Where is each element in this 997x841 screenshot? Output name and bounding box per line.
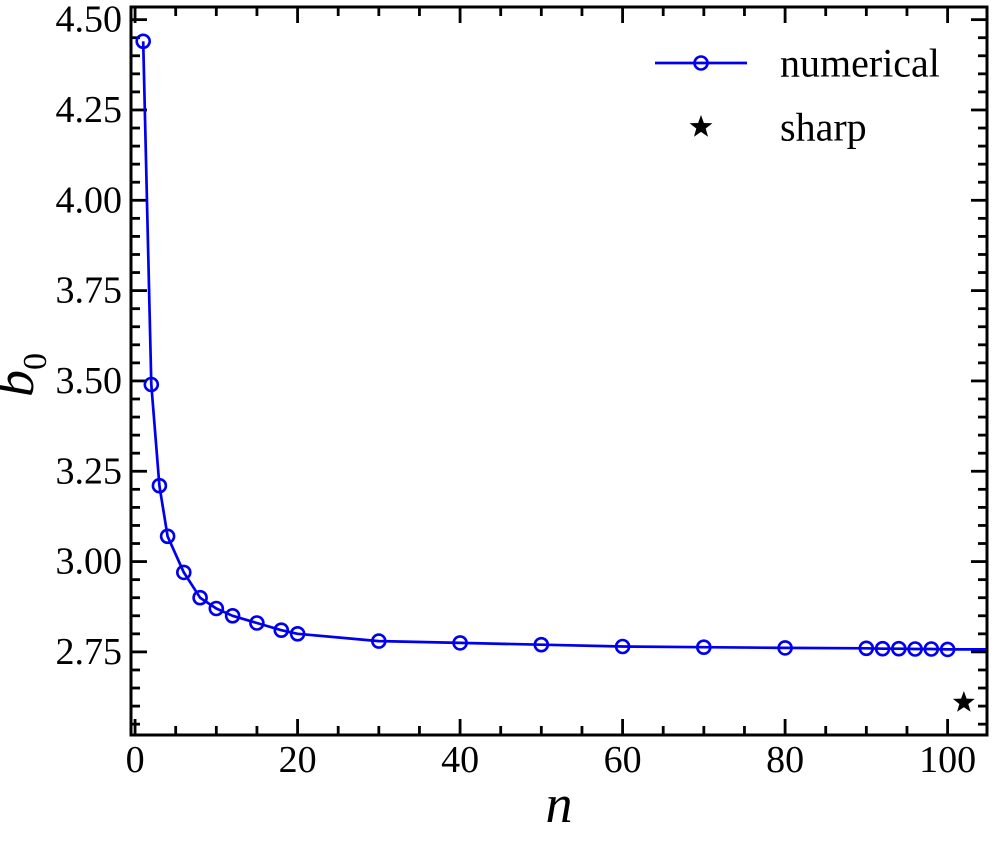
y-tick-label: 3.25 (56, 450, 123, 492)
numerical-data-point (289, 625, 306, 642)
star-icon (689, 115, 713, 137)
legend: numerical sharp (655, 41, 940, 150)
y-tick-label: 4.25 (56, 89, 123, 131)
numerical-data-point (249, 615, 265, 631)
x-tick-label: 0 (126, 739, 145, 781)
numerical-data-point (695, 639, 712, 656)
numerical-data-point (208, 600, 225, 617)
numerical-data-point (192, 589, 208, 606)
y-axis-label: b0 (0, 353, 54, 397)
numerical-data-point (858, 640, 875, 657)
numerical-data-point (143, 376, 160, 393)
numerical-data-point (370, 633, 387, 649)
numerical-data-point (939, 641, 956, 658)
legend-label-numerical: numerical (780, 41, 940, 86)
y-tick-label: 2.75 (56, 631, 123, 673)
numerical-data-point (777, 640, 793, 656)
numerical-data-point (890, 640, 907, 657)
x-tick-label: 20 (279, 739, 317, 781)
numerical-data-point (907, 641, 923, 657)
x-tick-label: 100 (919, 739, 976, 781)
legend-star-icon (689, 115, 713, 137)
y-tick-label: 3.75 (56, 270, 123, 312)
numerical-data-point (135, 33, 151, 50)
x-axis-label: n (546, 774, 573, 834)
y-axis-label-subscript: 0 (17, 353, 54, 370)
numerical-data-point (452, 635, 468, 651)
numerical-data-point (533, 636, 550, 653)
legend-circle-marker-icon (693, 55, 709, 71)
numerical-data-point (151, 477, 168, 494)
y-axis-label-base: b (0, 370, 45, 397)
numerical-data-point (923, 641, 940, 657)
y-tick-label: 4.50 (56, 0, 123, 41)
x-tick-label: 80 (766, 739, 804, 781)
numerical-data-point (273, 622, 290, 639)
x-tick-label: 40 (441, 739, 479, 781)
numerical-data-point (614, 638, 631, 655)
numerical-data-point (224, 607, 241, 624)
y-tick-label: 3.00 (56, 541, 123, 583)
x-tick-label: 60 (604, 739, 642, 781)
numerical-data-point (159, 528, 176, 545)
y-tick-label: 4.00 (56, 179, 123, 221)
axes-frame (129, 5, 989, 737)
numerical-data-point (874, 640, 891, 657)
numerical-data-point (176, 564, 192, 581)
y-tick-label: 3.50 (56, 360, 123, 402)
legend-label-sharp: sharp (780, 105, 867, 150)
sharp-data-point (952, 690, 975, 712)
